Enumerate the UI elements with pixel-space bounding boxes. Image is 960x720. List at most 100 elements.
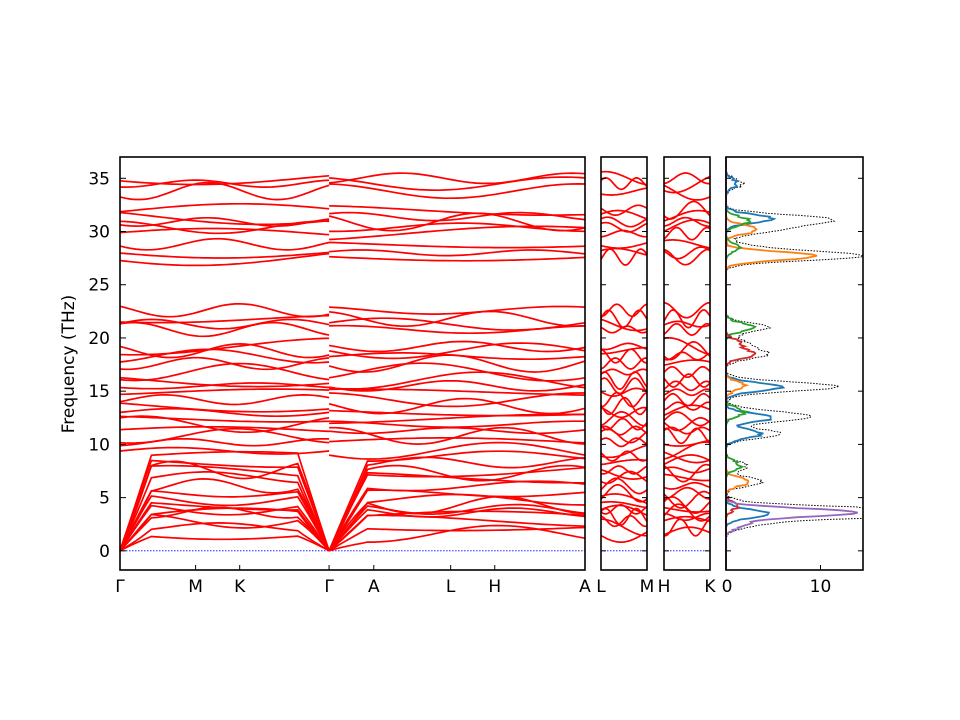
band-line xyxy=(600,387,648,397)
band-line xyxy=(663,417,711,432)
band-line xyxy=(600,465,648,475)
dos-panel: 0 10 xyxy=(722,156,865,597)
x-tick-label: 0 xyxy=(722,577,733,597)
band-line xyxy=(600,357,648,370)
band-line xyxy=(663,451,711,464)
band-line xyxy=(600,425,648,436)
band-line xyxy=(600,507,648,526)
band-line xyxy=(119,388,586,396)
band-line xyxy=(119,379,586,392)
panel-frame xyxy=(725,156,864,571)
band-line xyxy=(663,184,711,201)
y-tick-label: 20 xyxy=(88,329,110,349)
dos-total-curve xyxy=(724,157,865,570)
band-line xyxy=(119,460,586,552)
band-line xyxy=(600,204,648,216)
x-tick-label: H xyxy=(658,577,671,597)
band-line xyxy=(663,392,711,407)
band-line xyxy=(600,368,648,376)
band-line xyxy=(601,518,647,537)
band-line xyxy=(119,202,586,216)
band-line xyxy=(663,515,711,523)
band-line xyxy=(119,337,586,356)
band-line xyxy=(663,248,711,266)
band-line xyxy=(119,354,586,373)
band-line xyxy=(600,514,648,528)
band-line xyxy=(600,187,648,196)
band-line xyxy=(663,506,711,513)
band-line xyxy=(663,301,710,319)
band-line xyxy=(600,177,648,191)
band-line xyxy=(119,522,586,552)
panel-frame xyxy=(119,156,586,571)
band-line xyxy=(663,351,711,361)
panel-frame xyxy=(663,156,711,571)
band-line xyxy=(119,397,586,415)
band-line xyxy=(663,239,711,249)
band-line xyxy=(600,221,648,233)
y-tick-label: 15 xyxy=(88,382,110,402)
y-axis-label: Frequency (THz) xyxy=(59,295,79,434)
band-line xyxy=(601,303,648,318)
band-line xyxy=(119,407,586,418)
band-line xyxy=(600,417,648,431)
band-line xyxy=(119,310,586,328)
band-line xyxy=(663,337,711,356)
band-line xyxy=(600,216,648,228)
band-line xyxy=(119,415,585,434)
band-line xyxy=(600,411,648,427)
band-line xyxy=(119,225,586,241)
band-line xyxy=(119,362,586,382)
band-line xyxy=(663,463,711,483)
y-tick-label: 0 xyxy=(99,542,110,562)
band-line xyxy=(119,392,585,408)
band-line xyxy=(663,454,711,466)
band-line xyxy=(663,322,711,336)
band-line xyxy=(663,427,711,445)
band-line xyxy=(663,320,711,328)
band-line xyxy=(663,246,711,260)
band-line xyxy=(663,411,711,427)
x-tick-label: 10 xyxy=(810,577,832,597)
band-line xyxy=(600,503,648,515)
band-line xyxy=(601,391,648,408)
band-line xyxy=(663,309,711,329)
x-tick-label: H xyxy=(488,577,501,597)
band-line xyxy=(600,477,648,495)
band-line xyxy=(600,500,648,509)
band-line xyxy=(119,524,586,552)
band-line xyxy=(600,318,648,332)
band-line xyxy=(663,216,711,228)
band-line xyxy=(663,172,711,185)
band-line xyxy=(119,478,586,552)
band-line xyxy=(119,342,586,360)
band-line xyxy=(663,200,711,220)
band-line xyxy=(600,444,648,459)
band-line xyxy=(600,371,648,390)
band-line xyxy=(119,212,586,232)
band-line xyxy=(600,209,648,220)
band-line xyxy=(119,489,586,552)
y-tick-label: 5 xyxy=(99,489,110,509)
band-line xyxy=(663,341,711,361)
band-line xyxy=(601,346,647,355)
band-line xyxy=(663,219,711,232)
band-line xyxy=(663,373,711,388)
band-line xyxy=(663,175,711,194)
band-line xyxy=(663,226,711,241)
x-tick-label: M xyxy=(188,577,203,597)
band-line xyxy=(600,428,648,444)
band-line xyxy=(119,172,586,186)
band-line xyxy=(600,450,648,462)
band-line xyxy=(663,359,711,367)
band-line xyxy=(119,317,586,331)
x-tick-label: Γ xyxy=(324,577,334,597)
band-line xyxy=(663,380,711,392)
band-line xyxy=(600,484,648,503)
band-line xyxy=(119,441,586,460)
band-line xyxy=(119,249,586,259)
y-tick-label: 30 xyxy=(88,223,110,243)
band-line xyxy=(600,406,648,419)
panel-frame xyxy=(600,156,648,571)
band-line xyxy=(119,413,585,425)
